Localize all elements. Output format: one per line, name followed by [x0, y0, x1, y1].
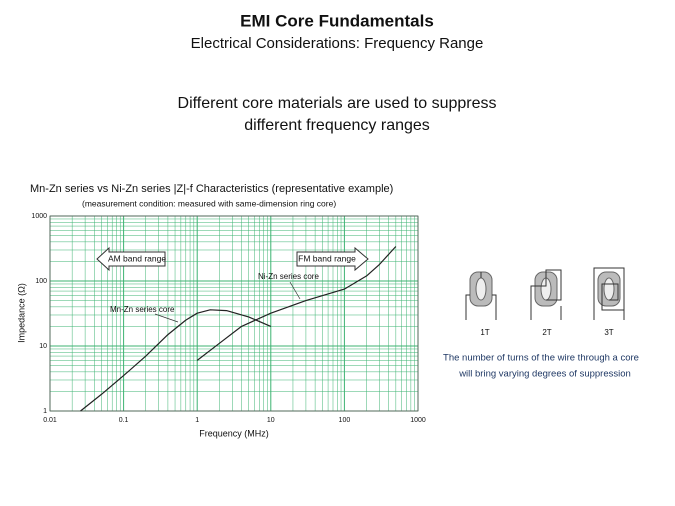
y-tick-label: 1000	[31, 213, 47, 220]
x-tick-label: 0.01	[43, 417, 57, 424]
turns-label: 3T	[604, 328, 613, 337]
toroid-2t	[530, 269, 562, 320]
turns-label: 1T	[480, 328, 489, 337]
x-tick-label: 0.1	[119, 417, 129, 424]
series-line	[80, 309, 272, 412]
slide-title: EMI Core Fundamentals	[240, 11, 434, 30]
plot-frame	[49, 215, 419, 412]
annotation: FM band range	[298, 253, 356, 263]
caption: will bring varying degrees of suppressio…	[458, 369, 631, 380]
y-axis-label: Impedance (Ω)	[16, 283, 26, 343]
x-tick-label: 1	[195, 417, 199, 424]
caption: The number of turns of the wire through …	[443, 353, 639, 364]
turns-label: 2T	[542, 328, 551, 337]
leader	[289, 281, 301, 300]
series-label: Ni-Zn series core	[258, 272, 319, 281]
y-tick-label: 100	[35, 278, 47, 285]
toroid-1t	[465, 271, 497, 320]
chart-subtitle: (measurement condition: measured with sa…	[82, 198, 336, 208]
leader	[154, 313, 179, 323]
x-tick-label: 1000	[410, 417, 426, 424]
heading: Different core materials are used to sup…	[178, 95, 497, 112]
heading: different frequency ranges	[244, 117, 430, 134]
x-tick-label: 10	[267, 417, 275, 424]
x-axis-label: Frequency (MHz)	[199, 428, 269, 438]
fm-arrow	[296, 246, 369, 272]
x-tick-label: 100	[339, 417, 351, 424]
slide-subtitle: Electrical Considerations: Frequency Ran…	[191, 35, 484, 52]
y-tick-label: 1	[43, 408, 47, 415]
plot-area	[50, 216, 418, 411]
y-tick-label: 10	[39, 343, 47, 350]
plot: 0.01 0.1 1 10 100 1000 1 10 100 1000	[31, 213, 425, 424]
am-arrow	[96, 246, 166, 272]
annotation: AM band range	[108, 253, 166, 263]
series-label: Mn-Zn series core	[110, 305, 175, 314]
series-line	[196, 246, 397, 361]
chart-title: Mn-Zn series vs Ni-Zn series |Z|-f Chara…	[30, 183, 393, 195]
toroid-3t	[593, 267, 625, 320]
